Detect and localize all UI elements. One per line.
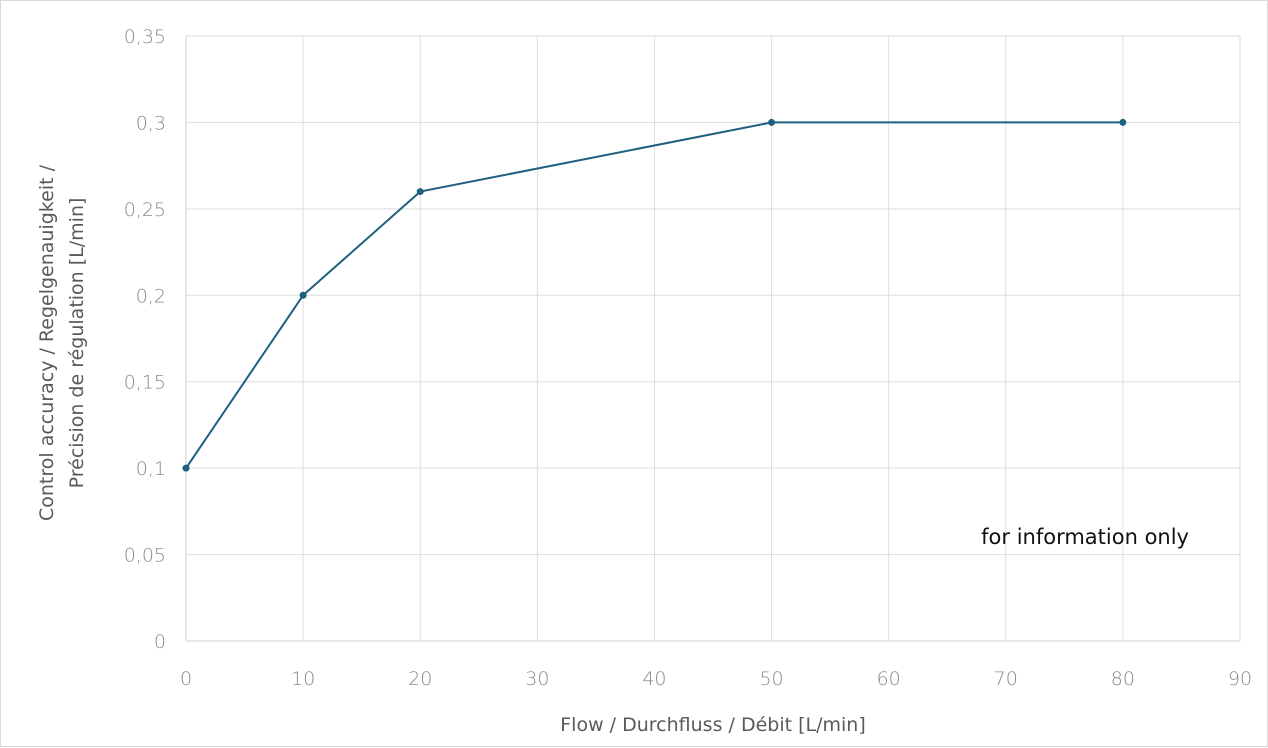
data-point [182,464,190,472]
axes [185,36,1240,642]
y-tick-label: 0,05 [124,545,166,567]
x-tick-label: 70 [994,668,1018,690]
x-tick-label: 30 [525,668,549,690]
grid [186,35,1241,641]
annotation-text: for information only [981,525,1189,549]
x-tick-label: 50 [759,668,783,690]
x-tick-label: 60 [877,668,901,690]
data-point [416,188,424,196]
x-tick-label: 10 [291,668,315,690]
data-point [1119,118,1127,126]
x-axis-title: Flow / Durchfluss / Débit [L/min] [560,714,865,736]
x-tick-label: 80 [1111,668,1135,690]
series-group [182,118,1127,472]
data-point [768,118,776,126]
x-tick-label: 40 [642,668,666,690]
y-axis-title: Control accuracy / Regelgenauigkeit / Pr… [36,164,88,521]
x-tick-label: 20 [408,668,432,690]
y-tick-label: 0,1 [136,458,166,480]
x-tick-label: 0 [180,668,192,690]
y-axis-title-line-1: Control accuracy / Regelgenauigkeit / [36,164,58,521]
y-tick-label: 0,2 [136,285,166,307]
tick-labels: 0 0,05 0,1 0,15 0,2 0,25 0,3 0,35 0 10 20 30 40 50 60 7… [124,26,1252,690]
y-axis-title-line-2: Précision de régulation [L/min] [66,198,88,489]
y-tick-label: 0,35 [124,26,166,48]
data-point [299,291,307,299]
y-tick-label: 0 [154,631,166,653]
y-tick-label: 0,3 [136,112,166,134]
y-tick-label: 0,15 [124,372,166,394]
x-tick-label: 90 [1228,668,1252,690]
y-tick-label: 0,25 [124,199,166,221]
